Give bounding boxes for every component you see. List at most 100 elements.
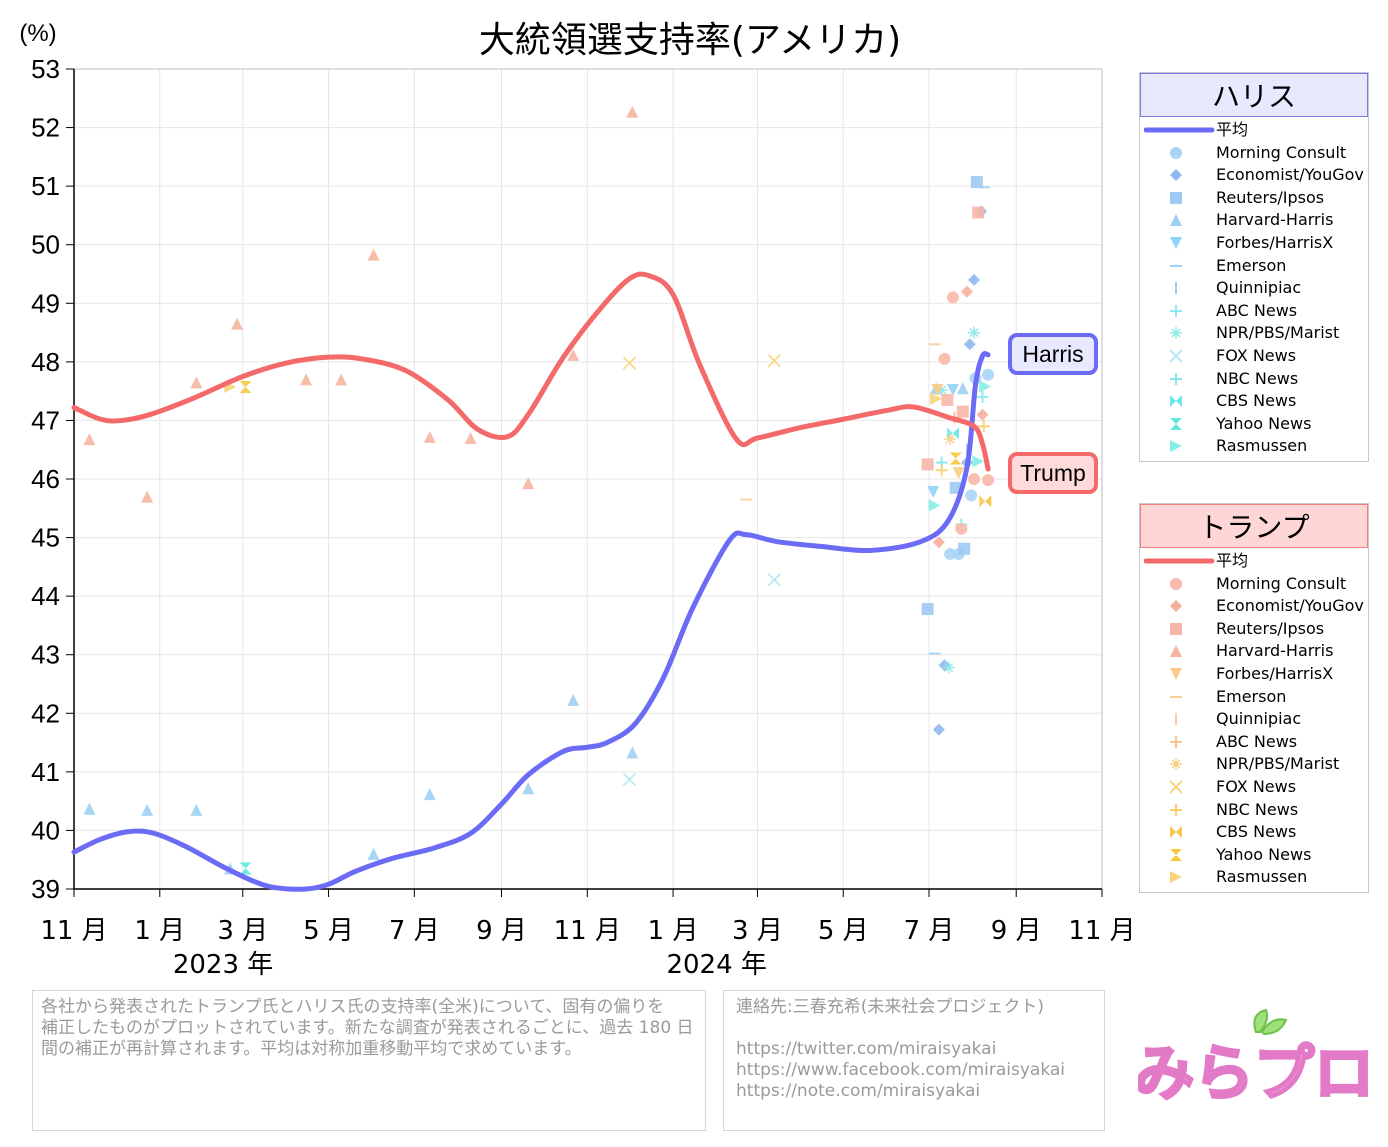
trump-legend-swatch [1170,695,1182,698]
trump-legend-label: Rasmussen [1216,867,1308,887]
x-tick-label: 11 月 [1068,916,1135,946]
trump-legend-label: FOX News [1216,777,1297,796]
harris-poll-marker [921,603,934,616]
harris-legend-label: CBS News [1216,391,1297,411]
trump-end-label: Trump [1020,460,1086,486]
harris-poll-marker [626,746,639,759]
harris-legend-label: Quinnipiac [1216,278,1302,298]
y-tick-label: 39 [31,874,60,904]
trump-legend-swatch [1144,558,1215,564]
trump-legend-item: 平均 [1140,550,1368,572]
trump-legend-label: Yahoo News [1216,844,1312,864]
trump-legend-marker [1170,848,1182,861]
trump-legend-marker [1170,735,1182,748]
trump-legend-swatch [1170,848,1182,861]
harris-legend-item: ABC News [1140,300,1368,322]
harris-poll-marker [956,382,969,395]
facebook-link[interactable]: https://www.facebook.com/miraisyakai [736,1060,1066,1080]
harris-legend-marker [1170,395,1176,408]
note-link[interactable]: https://note.com/miraisyakai [736,1081,981,1101]
end-labels: Harris Trump [1008,333,1098,494]
harris-legend-swatch [1170,214,1182,227]
harris-legend-item: Forbes/HarrisX [1140,232,1368,254]
harris-poll-marker [970,176,983,189]
trump-legend-swatch [1170,577,1182,590]
trump-legend-item: ABC News [1140,731,1368,753]
harris-legend-swatch [1170,395,1182,408]
harris-legend-label: 平均 [1216,120,1249,139]
harris-legend-marker [1170,417,1182,430]
trump-legend-marker [1170,600,1182,613]
trump-poll-marker [335,373,348,386]
trump-poll-marker [955,522,968,535]
y-tick-label: 53 [31,54,60,84]
trump-poll-marker [464,432,477,444]
harris-legend-label: ABC News [1216,300,1298,320]
harris-poll-marker [141,803,154,816]
harris-legend-swatch [1144,127,1215,133]
trump-legend-item: NPR/PBS/Marist [1140,753,1368,775]
trump-legend-marker [1170,826,1176,839]
harris-poll-marker [239,862,252,875]
harris-poll-marker [367,847,380,860]
y-tick-label: 45 [31,523,60,553]
harris-legend-swatch [1170,327,1182,340]
y-tick-label: 52 [31,113,60,143]
harris-legend-marker [1170,191,1182,204]
harris-poll-marker [979,380,992,393]
trump-legend-swatch [1170,622,1182,635]
legend-harris: ハリス 平均 Morning Consult Economist/YouGov Reu… [1139,72,1369,462]
trump-poll-marker [932,536,945,549]
trump-poll-marker [367,248,380,261]
trump-poll-marker [622,356,637,370]
harris-poll-marker [767,573,781,587]
note-line: 間の補正が再計算されます。平均は対称加重移動平均で求めています。 [41,1039,582,1059]
note-line: 各社から発表されたトランプ氏とハリス氏の支持率(全米)について、固有の偏りを [41,997,665,1017]
y-axis-unit: (%) [19,20,56,47]
poll-markers [83,105,995,875]
harris-poll-marker [963,338,976,351]
y-tick-label: 44 [31,581,60,611]
trump-legend-label: Reuters/Ipsos [1216,618,1325,638]
harris-legend-marker [1169,349,1183,363]
trump-legend-swatch [1169,780,1183,794]
methodology-note: 各社から発表されたトランプ氏とハリス氏の支持率(全米)について、固有の偏りを 補… [32,990,706,1131]
harris-legend-item: Quinnipiac [1140,277,1368,299]
trump-legend-item: NBC News [1140,799,1368,821]
trump-legend-item: Reuters/Ipsos [1140,618,1368,640]
x-tick-label: 9 月 [991,916,1042,946]
harris-poll-marker [965,489,978,502]
harris-poll-marker [972,455,985,468]
harris-poll-marker [976,391,989,403]
twitter-link[interactable]: https://twitter.com/miraisyakai [736,1039,997,1059]
trump-legend-swatch [1170,758,1182,771]
mirapro-logo: みらプロ [1138,1008,1370,1111]
harris-poll-marker [927,485,940,498]
harris-poll-marker [982,368,995,381]
harris-legend-label: FOX News [1216,346,1297,365]
average-lines [71,271,991,892]
y-tick-label: 43 [31,640,60,670]
trump-poll-marker [930,392,943,405]
chart-title: 大統領選支持率(アメリカ) [479,20,901,61]
harris-legend-marker [1170,214,1182,227]
harris-average-line [71,350,991,892]
trump-poll-marker [190,376,203,389]
harris-poll-marker [946,383,959,396]
trump-legend-item: Economist/YouGov [1140,595,1368,617]
trump-legend-marker [1170,645,1182,658]
trump-legend-label: Economist/YouGov [1216,596,1364,616]
harris-legend-item: Harvard-Harris [1140,209,1368,231]
trump-legend-label: NPR/PBS/Marist [1216,754,1340,774]
y-tick-label: 40 [31,815,60,845]
y-tick-label: 51 [31,171,60,201]
harris-legend-label: Yahoo News [1216,413,1312,433]
trump-legend-item: Harvard-Harris [1140,640,1368,662]
trump-legend-marker [1170,803,1182,816]
harris-poll-marker [928,499,941,512]
harris-legend-swatch [1170,169,1182,182]
trump-legend-swatch [1170,668,1182,680]
harris-legend-item: 平均 [1140,119,1368,141]
x-tick-label: 7 月 [389,916,440,946]
harris-poll-marker [190,803,203,816]
